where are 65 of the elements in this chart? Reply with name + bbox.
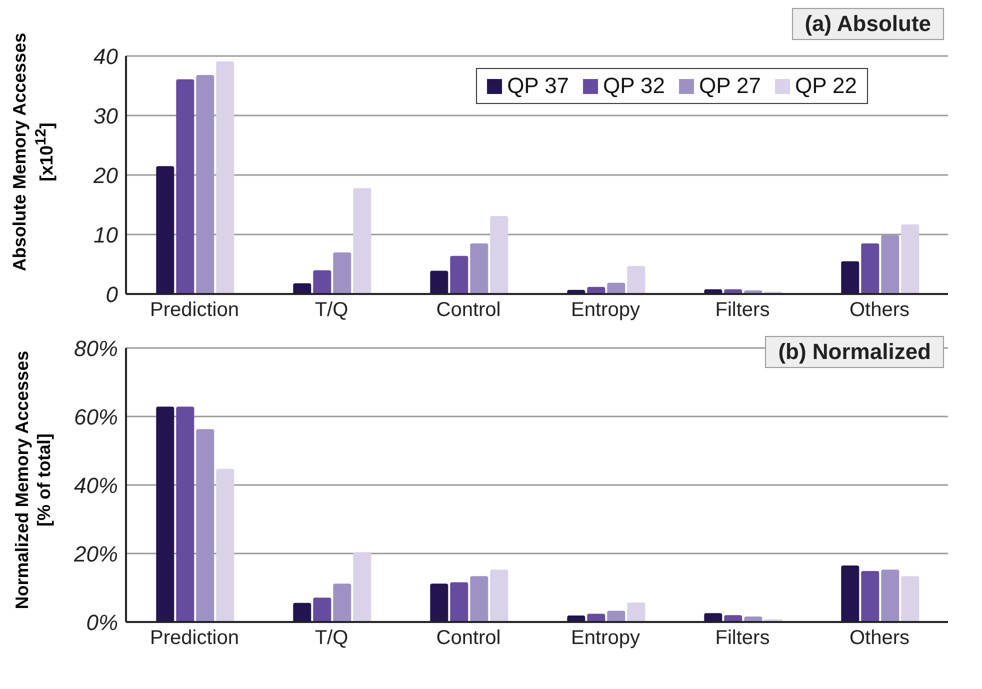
y-tick-label: 20% bbox=[72, 541, 118, 566]
bar bbox=[470, 243, 488, 294]
x-tick-label: Others bbox=[849, 627, 910, 650]
bar bbox=[901, 576, 920, 622]
y-tick-label: 30 bbox=[94, 103, 119, 128]
bar bbox=[430, 584, 448, 622]
bar bbox=[353, 552, 372, 622]
bar bbox=[196, 429, 214, 622]
chart-title: (b) Normalized bbox=[765, 336, 944, 368]
x-tick-label: Filters bbox=[715, 627, 770, 650]
bar bbox=[313, 598, 332, 622]
bar bbox=[490, 570, 508, 622]
x-tick-label: Prediction bbox=[150, 627, 239, 650]
bar bbox=[704, 613, 722, 622]
legend-label: QP 22 bbox=[794, 73, 857, 99]
bar bbox=[490, 216, 508, 294]
bar bbox=[627, 266, 646, 294]
bar bbox=[156, 406, 174, 622]
bar bbox=[881, 570, 900, 622]
bar bbox=[881, 235, 900, 294]
bar bbox=[353, 188, 372, 294]
bar bbox=[627, 602, 646, 622]
x-tick-label: Control bbox=[436, 627, 501, 650]
bar bbox=[333, 252, 352, 294]
bar bbox=[176, 406, 194, 622]
bar bbox=[861, 243, 880, 294]
bar bbox=[313, 270, 332, 294]
y-axis-title: Normalized Memory Accesses [% of total] bbox=[11, 350, 55, 610]
bar bbox=[607, 610, 626, 622]
bar bbox=[470, 576, 488, 622]
y-tick-label: 40 bbox=[94, 44, 119, 69]
bar bbox=[430, 270, 448, 294]
bar bbox=[293, 602, 312, 622]
bar bbox=[841, 261, 860, 294]
y-tick-label: 60% bbox=[74, 404, 118, 430]
x-tick-label: Others bbox=[849, 299, 910, 322]
bar bbox=[450, 582, 468, 622]
legend-label: QP 37 bbox=[506, 73, 570, 99]
bar bbox=[607, 282, 626, 294]
x-tick-label: Prediction bbox=[150, 299, 239, 322]
y-tick-label: 40% bbox=[74, 472, 118, 498]
bar bbox=[196, 75, 214, 294]
y-tick-label: 0 bbox=[106, 282, 119, 307]
bar bbox=[450, 256, 468, 294]
x-tick-label: Control bbox=[436, 299, 501, 322]
bar bbox=[861, 570, 880, 622]
bar bbox=[216, 468, 234, 622]
x-tick-label: T/Q bbox=[314, 627, 348, 650]
y-tick-label: 80% bbox=[74, 336, 118, 361]
bar bbox=[156, 166, 174, 294]
x-tick-label: Filters bbox=[715, 299, 770, 322]
bar bbox=[176, 79, 194, 294]
y-tick-label: 0% bbox=[86, 610, 118, 635]
bar bbox=[841, 565, 860, 622]
y-tick-label: 10 bbox=[94, 222, 119, 248]
bar bbox=[901, 224, 920, 294]
bar bbox=[333, 584, 352, 622]
legend-label: QP 27 bbox=[698, 73, 762, 99]
y-tick-label: 20 bbox=[92, 162, 119, 188]
bar bbox=[216, 61, 234, 294]
chart-title: (a) Absolute bbox=[792, 8, 944, 40]
x-tick-label: T/Q bbox=[314, 299, 348, 322]
x-tick-label: Entropy bbox=[571, 299, 640, 322]
x-tick-label: Entropy bbox=[571, 627, 640, 650]
legend-label: QP 32 bbox=[602, 73, 666, 99]
